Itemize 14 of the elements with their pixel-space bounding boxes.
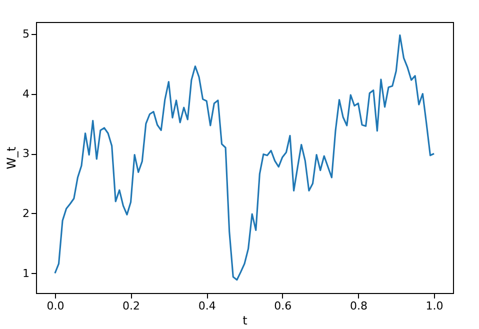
y-tick-label: 1	[22, 266, 30, 280]
line-series	[54, 34, 435, 281]
y-tick-label: 4	[22, 87, 30, 100]
x-tick-label: 1.0	[426, 300, 444, 312]
x-axis-title: t	[242, 314, 248, 328]
x-tick-label: 0.8	[350, 300, 368, 312]
x-tick-label: 0.6	[274, 300, 292, 312]
x-tick-label: 0.4	[198, 300, 216, 312]
x-tick-label: 0.2	[122, 300, 140, 312]
y-tick-label: 2	[22, 206, 30, 220]
y-axis-title: W_t	[4, 146, 18, 170]
y-tick-label: 5	[22, 27, 30, 40]
y-tick-label: 3	[22, 147, 30, 160]
x-tick-label: 0.0	[46, 300, 64, 312]
